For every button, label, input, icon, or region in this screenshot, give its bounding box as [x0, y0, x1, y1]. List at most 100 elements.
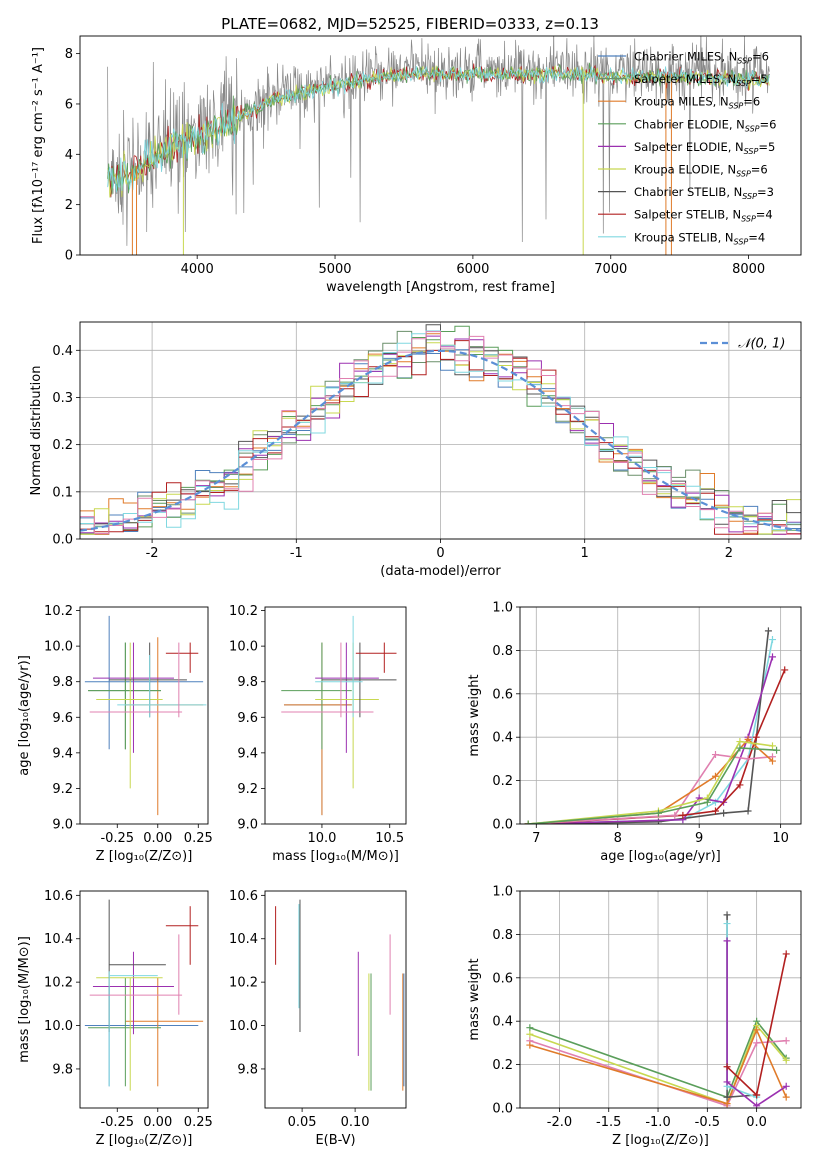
- normal-curve: [80, 349, 801, 532]
- weight-line-salpeter_stelib: [528, 669, 786, 824]
- weight-marker-kroupa_elodie: [736, 738, 744, 746]
- x-axis-label: (data-model)/error: [380, 564, 501, 579]
- x-tick-label: 9: [695, 831, 703, 846]
- legend-label: Salpeter MILES, NSSP=5: [634, 72, 768, 88]
- y-tick-label: 9.8: [237, 1062, 258, 1077]
- legend-label-value: =3: [757, 185, 774, 199]
- legend-label-sub: SSP: [742, 192, 757, 201]
- legend-label-sub: SSP: [736, 170, 751, 179]
- y-axis-label: Flux [fλ10⁻¹⁷ erg cm⁻² s⁻¹ A⁻¹]: [31, 47, 46, 244]
- y-tick-label: 9.2: [52, 782, 73, 797]
- x-tick-label: 5000: [318, 262, 351, 277]
- weight-marker-pink: [744, 755, 752, 763]
- x-tick-label: 0.05: [288, 1115, 317, 1130]
- axes-frame: [519, 890, 802, 1109]
- legend-label-value: =5: [758, 140, 775, 154]
- axes-frame: [79, 321, 802, 540]
- x-tick-label: 2: [725, 546, 733, 561]
- legend-label-text: Kroupa MILES, N: [634, 95, 729, 109]
- y-tick-label: 10.2: [229, 604, 258, 619]
- y-tick-label: 9.6: [237, 711, 258, 726]
- y-tick-label: 8: [65, 47, 73, 62]
- weight-marker-pink: [671, 811, 679, 819]
- x-tick-label: 10.0: [307, 831, 336, 846]
- legend-label: Chabrier MILES, NSSP=6: [634, 50, 769, 66]
- legend-label-sub: SSP: [744, 147, 759, 156]
- x-tick-label: 8000: [732, 262, 765, 277]
- weight-marker-kroupa_miles: [723, 1100, 731, 1108]
- y-axis-label: mass weight: [467, 674, 482, 756]
- y-tick-label: 0.0: [492, 818, 513, 833]
- weight-line-salpeter_elodie: [528, 656, 774, 824]
- x-tick-label: 10: [772, 831, 789, 846]
- legend-label-text: Chabrier MILES, N: [634, 50, 737, 64]
- y-tick-label: 0.8: [492, 644, 513, 659]
- weight-line-kroupa_miles: [529, 1027, 787, 1105]
- y-tick-label: 9.8: [237, 675, 258, 690]
- legend-label: Salpeter ELODIE, NSSP=5: [634, 140, 775, 156]
- x-axis-label: age [log₁₀(age/yr)]: [600, 849, 721, 864]
- x-tick-label: 0: [436, 546, 444, 561]
- x-tick-label: -0.25: [100, 1115, 134, 1130]
- legend-label-sub: SSP: [737, 57, 752, 66]
- y-tick-label: 0.4: [492, 1015, 513, 1030]
- weight-marker-salpeter_stelib: [679, 811, 687, 819]
- x-tick-label: 1: [581, 546, 589, 561]
- y-tick-label: 10.4: [229, 932, 258, 947]
- y-tick-label: 9.0: [52, 818, 73, 833]
- legend-label: Kroupa MILES, NSSP=6: [634, 95, 760, 111]
- x-tick-label: -1: [290, 546, 303, 561]
- y-tick-label: 10.0: [229, 1019, 258, 1034]
- model-spectrum-chabrier_elodie: [107, 62, 770, 195]
- weight-marker-chabrier_elodie: [654, 809, 662, 817]
- axes-frame: [79, 606, 209, 825]
- x-tick-label: -1.5: [596, 1115, 621, 1130]
- y-tick-label: 0.6: [492, 971, 513, 986]
- weight-marker-kroupa_miles: [526, 1041, 534, 1049]
- y-tick-label: 9.6: [52, 711, 73, 726]
- legend-label-value: =6: [751, 163, 768, 177]
- x-tick-label: 7000: [594, 262, 627, 277]
- x-tick-label: 0.25: [184, 1115, 213, 1130]
- y-tick-label: 9.8: [52, 1062, 73, 1077]
- x-axis-label: E(B-V): [315, 1133, 355, 1148]
- weight-marker-salpeter_stelib: [781, 666, 789, 674]
- plot-area: [281, 615, 397, 816]
- weight-marker-kroupa_miles: [711, 772, 719, 780]
- weight-marker-salpeter_stelib: [723, 1063, 731, 1071]
- weight-marker-salpeter_stelib: [782, 950, 790, 958]
- panel-age_vs_mass: 10.0 10.5 9.0 9.2 9.4 9.6 9.8 10.0 10.2 mass [log…: [229, 604, 407, 864]
- legend-label-text: Kroupa STELIB, N: [634, 230, 734, 244]
- y-tick-label: 9.8: [52, 675, 73, 690]
- legend-label: Chabrier ELODIE, NSSP=6: [634, 117, 776, 133]
- legend: 𝒩(0, 1): [700, 337, 785, 352]
- axes-frame: [79, 35, 802, 256]
- legend-label-text: Salpeter MILES, N: [634, 72, 736, 86]
- weight-marker-kroupa_stelib: [723, 920, 731, 928]
- plot-area: [84, 615, 207, 816]
- y-tick-label: 10.2: [229, 976, 258, 991]
- axes-frame: [79, 890, 209, 1109]
- y-tick-label: 0.2: [492, 774, 513, 789]
- weight-marker-chabrier_stelib: [720, 809, 728, 817]
- axes-frame: [264, 606, 407, 825]
- weight-marker-salpeter_elodie: [753, 1102, 761, 1108]
- weight-marker-salpeter_stelib: [753, 1091, 761, 1099]
- weight-marker-salpeter_stelib: [752, 733, 760, 741]
- x-tick-label: 4000: [181, 262, 214, 277]
- panel-residuals: -2 -1 0 1 2 0.0 0.1 0.2 0.3 0.4 (data-model)/error…: [29, 321, 802, 579]
- weight-marker-chabrier_elodie: [526, 1024, 534, 1032]
- axes-frame: [264, 890, 407, 1109]
- x-tick-label: -0.25: [100, 831, 134, 846]
- y-tick-label: 10.0: [44, 640, 73, 655]
- legend-label-text: Salpeter ELODIE, N: [634, 140, 744, 154]
- weight-marker-kroupa_stelib: [711, 798, 719, 806]
- weight-line-chabrier_elodie: [529, 1019, 787, 1099]
- legend-label-sub: SSP: [736, 79, 751, 88]
- x-axis-label: Z [log₁₀(Z/Z⊙)]: [96, 849, 193, 864]
- y-tick-label: 1.0: [492, 601, 513, 616]
- weight-marker-pink: [753, 1039, 761, 1047]
- y-tick-label: 10.6: [44, 889, 73, 904]
- x-tick-label: 0.10: [341, 1115, 370, 1130]
- x-tick-label: 0.0: [746, 1115, 767, 1130]
